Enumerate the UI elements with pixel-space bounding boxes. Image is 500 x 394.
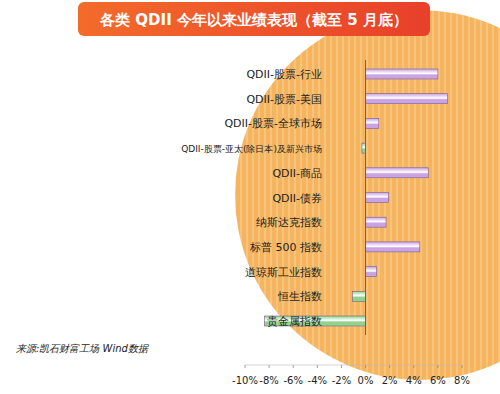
category-labels: QDII-股票-行业 QDII-股票-美国 QDII-股票-全球市场 QDII-股票-… [181, 68, 322, 328]
category-label: QDII-商品 [272, 167, 322, 180]
category-label: 纳斯达克指数 [256, 216, 322, 229]
x-tick-label: -6% [283, 375, 302, 386]
category-label: QDII-股票-亚太(除日本)及新兴市场 [181, 144, 322, 154]
bar [366, 217, 386, 227]
bar [366, 168, 429, 178]
x-tick-label: -10% [232, 375, 258, 386]
bar [362, 143, 366, 153]
x-ticks: -10%-8% -6% -4% -2% 0% 2% 4% 6% 8% [232, 365, 470, 386]
background-circle [235, 10, 500, 380]
bar [366, 267, 377, 277]
category-label: QDII-债券 [272, 192, 322, 205]
category-label: 道琼斯工业指数 [245, 266, 322, 279]
bar [352, 291, 365, 301]
source: 来源:凯石财富工场 Wind数据 [16, 343, 149, 354]
category-label: QDII-股票-美国 [246, 93, 322, 106]
x-tick-label: -4% [308, 375, 327, 386]
title-banner [78, 2, 430, 36]
bar [366, 118, 379, 128]
x-tick [269, 365, 270, 368]
x-tick [365, 365, 366, 368]
x-tick [317, 365, 318, 368]
x-tick-label: -8% [259, 375, 278, 386]
x-axis [245, 365, 462, 366]
category-label: 贵金属指数 [267, 315, 322, 328]
x-tick [293, 365, 294, 368]
x-tick [437, 365, 438, 368]
title: 各类 QDII 今年以来业绩表现（截至 5 月底） [99, 11, 408, 29]
x-tick [413, 365, 414, 368]
bar [366, 242, 420, 252]
x-tick-label: 0% [358, 375, 374, 386]
x-tick-label: 8% [454, 375, 470, 386]
category-label: 标普 500 指数 [249, 241, 322, 254]
bar [366, 193, 389, 203]
category-label: QDII-股票-全球市场 [224, 117, 322, 130]
bars [264, 69, 447, 326]
x-tick [341, 365, 342, 368]
x-tick [462, 365, 463, 368]
x-tick-label: 2% [382, 375, 398, 386]
x-tick-label: -2% [332, 375, 351, 386]
x-tick [389, 365, 390, 368]
category-label: QDII-股票-行业 [246, 68, 322, 81]
zero-line [365, 60, 366, 335]
category-label: 恒生指数 [277, 290, 322, 303]
bar [366, 94, 448, 104]
bar [366, 69, 438, 79]
x-tick-label: 4% [406, 375, 422, 386]
x-tick [245, 365, 246, 368]
chart: 各类 QDII 今年以来业绩表现（截至 5 月底）QDII-股票-行业QDII-… [0, 0, 500, 394]
x-tick-label: 6% [430, 375, 446, 386]
